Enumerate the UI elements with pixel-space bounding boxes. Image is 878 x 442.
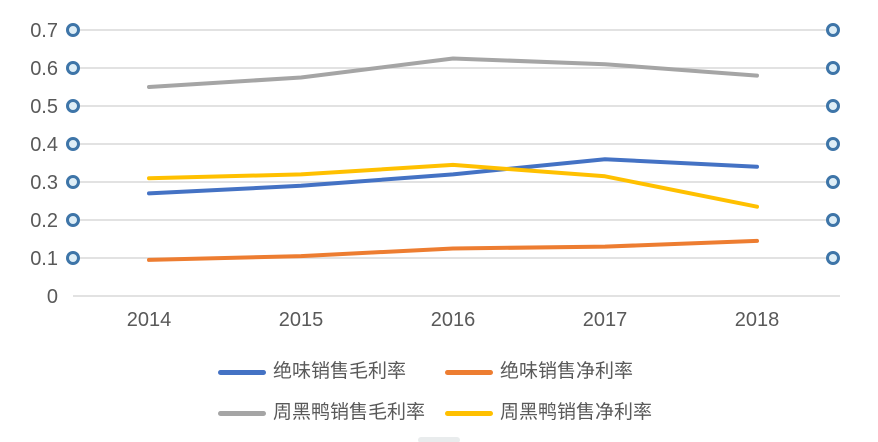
series-line-juewei-gross-margin bbox=[147, 157, 759, 196]
y-tick-label: 0.3 bbox=[30, 172, 58, 194]
y-tick-label: 0.6 bbox=[30, 58, 58, 80]
series-line-zhouheiya-gross-margin bbox=[147, 56, 759, 89]
x-tick-label: 2014 bbox=[127, 309, 172, 331]
y-tick-label: 0 bbox=[47, 286, 58, 308]
legend-item-zhouheiya-net-margin: 周黑鸭销售净利率 bbox=[445, 401, 652, 425]
legend-label: 周黑鸭销售净利率 bbox=[500, 402, 653, 423]
y-tick-label: 0.7 bbox=[30, 20, 58, 42]
gridline-end-marker-icon bbox=[66, 61, 80, 75]
gridline-end-marker-icon bbox=[66, 23, 80, 37]
gridline-end-marker-icon bbox=[826, 23, 840, 37]
legend-swatch-zhouheiya-net-margin bbox=[445, 410, 493, 416]
x-tick-label: 2017 bbox=[583, 309, 628, 331]
gridline-end-marker-icon bbox=[826, 213, 840, 227]
y-tick-label: 0.1 bbox=[30, 248, 58, 270]
gridline-end-marker-icon bbox=[66, 137, 80, 151]
gridline-end-marker-icon bbox=[826, 99, 840, 113]
series-line-juewei-net-margin bbox=[147, 238, 759, 262]
gridline-end-marker-icon bbox=[66, 99, 80, 113]
legend-item-juewei-net-margin: 绝味销售净利率 bbox=[445, 360, 633, 384]
legend-swatch-juewei-gross-margin bbox=[218, 369, 266, 375]
y-tick-label: 0.5 bbox=[30, 96, 58, 118]
cropped-caption-fragment bbox=[418, 437, 460, 442]
legend-label: 绝味销售净利率 bbox=[500, 361, 634, 382]
legend-item-zhouheiya-gross-margin: 周黑鸭销售毛利率 bbox=[218, 401, 425, 425]
y-tick-label: 0.2 bbox=[30, 210, 58, 232]
gridline-end-marker-icon bbox=[826, 251, 840, 265]
legend-label: 周黑鸭销售毛利率 bbox=[273, 402, 426, 423]
x-tick-label: 2016 bbox=[431, 309, 476, 331]
gridline-end-marker-icon bbox=[826, 137, 840, 151]
series-line-zhouheiya-net-margin bbox=[147, 162, 759, 209]
gridline-end-marker-icon bbox=[826, 61, 840, 75]
gridline-end-marker-icon bbox=[66, 213, 80, 227]
legend-swatch-juewei-net-margin bbox=[445, 369, 493, 375]
gridline-end-marker-icon bbox=[66, 175, 80, 189]
legend-swatch-zhouheiya-gross-margin bbox=[218, 410, 266, 416]
gridline-end-marker-icon bbox=[66, 251, 80, 265]
gridline-end-marker-icon bbox=[826, 175, 840, 189]
legend-label: 绝味销售毛利率 bbox=[273, 361, 407, 382]
plot-area: 0 0.1 0.2 0.3 0.4 0.5 0.6 0.7 2014 2015 2016 2017 20… bbox=[30, 20, 840, 331]
legend-item-juewei-gross-margin: 绝味销售毛利率 bbox=[218, 360, 406, 384]
x-tick-label: 2018 bbox=[735, 309, 780, 331]
x-tick-label: 2015 bbox=[279, 309, 324, 331]
y-tick-label: 0.4 bbox=[30, 134, 58, 156]
